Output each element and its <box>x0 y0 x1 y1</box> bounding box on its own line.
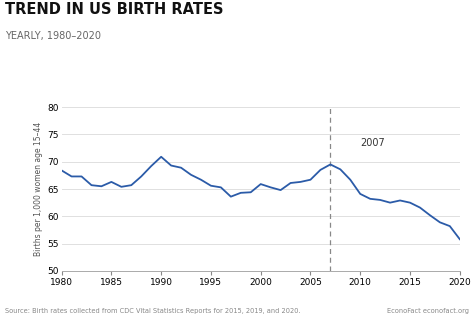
Text: TREND IN US BIRTH RATES: TREND IN US BIRTH RATES <box>5 2 223 17</box>
Text: YEARLY, 1980–2020: YEARLY, 1980–2020 <box>5 32 101 42</box>
Y-axis label: Births per 1,000 women age 15–44: Births per 1,000 women age 15–44 <box>34 122 43 256</box>
Text: EconoFact econofact.org: EconoFact econofact.org <box>387 308 469 314</box>
Text: 2007: 2007 <box>360 138 385 148</box>
Text: Source: Birth rates collected from CDC Vital Statistics Reports for 2015, 2019, : Source: Birth rates collected from CDC V… <box>5 308 301 314</box>
